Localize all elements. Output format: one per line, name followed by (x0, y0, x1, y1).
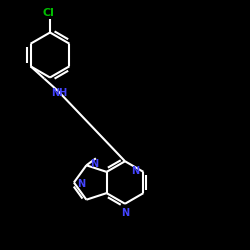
Text: N: N (90, 159, 98, 169)
Text: N: N (77, 179, 85, 189)
Text: N: N (121, 208, 129, 218)
Text: Cl: Cl (42, 8, 54, 18)
Text: NH: NH (51, 88, 68, 99)
Text: N: N (132, 166, 140, 176)
